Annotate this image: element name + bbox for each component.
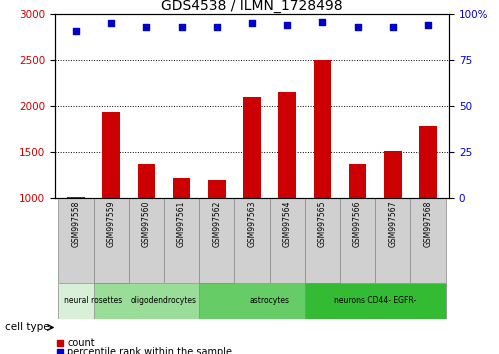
Bar — [235, 198, 269, 283]
Text: GSM997567: GSM997567 — [388, 201, 397, 247]
Point — [354, 24, 362, 30]
Point — [389, 24, 397, 30]
Point — [107, 21, 115, 26]
Text: GSM997566: GSM997566 — [353, 201, 362, 247]
Text: GSM997563: GSM997563 — [248, 201, 256, 247]
Text: neural rosettes: neural rosettes — [64, 296, 123, 306]
Bar — [208, 180, 226, 198]
Text: GSM997562: GSM997562 — [212, 201, 221, 247]
Bar — [410, 198, 446, 283]
Bar — [349, 164, 366, 198]
Point — [72, 28, 80, 34]
Point — [318, 19, 326, 24]
Text: cell type: cell type — [5, 322, 49, 332]
Bar — [58, 198, 94, 283]
Text: neurons CD44- EGFR-: neurons CD44- EGFR- — [334, 296, 416, 306]
Point — [56, 349, 64, 354]
Text: percentile rank within the sample: percentile rank within the sample — [67, 347, 233, 354]
Text: GSM997560: GSM997560 — [142, 201, 151, 247]
Point — [213, 24, 221, 30]
Text: GSM997565: GSM997565 — [318, 201, 327, 247]
Bar — [129, 198, 164, 283]
Bar — [375, 198, 410, 283]
Title: GDS4538 / ILMN_1728498: GDS4538 / ILMN_1728498 — [161, 0, 343, 13]
Bar — [58, 283, 129, 319]
Bar — [305, 198, 340, 283]
Text: count: count — [67, 338, 95, 348]
Bar — [278, 92, 296, 198]
Bar — [173, 178, 191, 198]
Point — [248, 21, 256, 26]
Point — [424, 22, 432, 28]
Bar — [305, 283, 446, 319]
Bar — [313, 60, 331, 198]
Point — [56, 341, 64, 346]
Bar — [102, 112, 120, 198]
Bar — [243, 97, 261, 198]
Text: GSM997558: GSM997558 — [71, 201, 80, 247]
Text: oligodendrocytes: oligodendrocytes — [131, 296, 197, 306]
Text: GSM997559: GSM997559 — [107, 201, 116, 247]
Bar — [340, 198, 375, 283]
Point — [283, 22, 291, 28]
Point — [178, 24, 186, 30]
Bar — [67, 197, 85, 198]
Text: GSM997568: GSM997568 — [424, 201, 433, 247]
Bar — [138, 164, 155, 198]
Point — [142, 24, 150, 30]
Bar — [199, 283, 340, 319]
Text: GSM997561: GSM997561 — [177, 201, 186, 247]
Bar — [94, 198, 129, 283]
Bar — [199, 198, 235, 283]
Bar — [384, 151, 402, 198]
Bar — [94, 283, 235, 319]
Bar — [164, 198, 199, 283]
Bar — [269, 198, 305, 283]
Text: astrocytes: astrocytes — [250, 296, 289, 306]
Text: GSM997564: GSM997564 — [283, 201, 292, 247]
Bar — [419, 126, 437, 198]
